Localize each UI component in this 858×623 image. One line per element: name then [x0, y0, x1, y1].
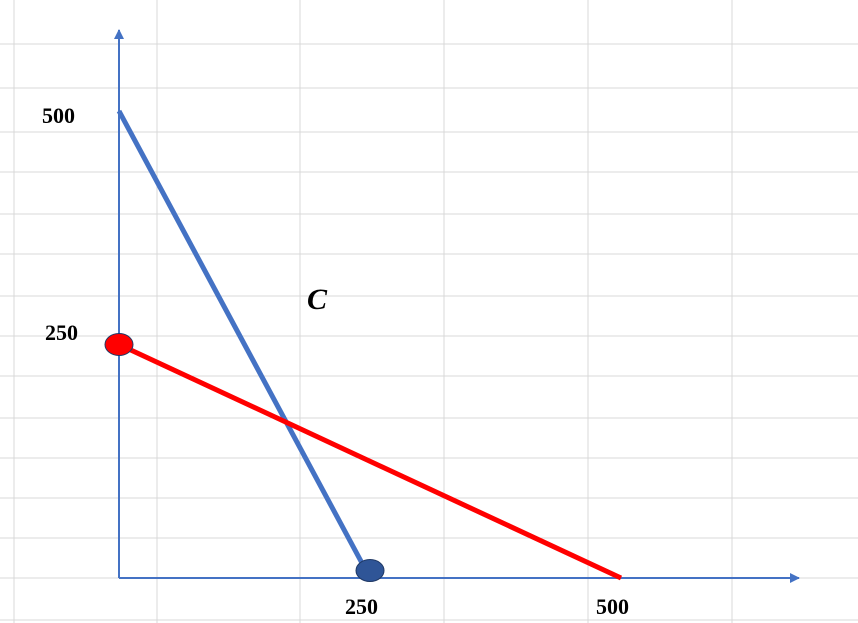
data-point-marker-0 [104, 333, 134, 356]
x-tick-label-500: 500 [596, 594, 629, 619]
series-layer [116, 109, 623, 581]
marker-layer [104, 333, 385, 583]
tick-labels: 500 250 250 500 [42, 103, 629, 619]
y-tick-label-500: 500 [42, 103, 75, 128]
annotation-layer: C [307, 283, 328, 316]
annotation-c: C [307, 283, 328, 316]
axes [114, 29, 800, 583]
y-tick-label-250: 250 [45, 320, 78, 345]
series-line-0 [116, 109, 373, 580]
x-tick-label-250: 250 [345, 594, 378, 619]
series-line-1 [117, 342, 623, 581]
data-point-marker-1 [355, 559, 385, 583]
